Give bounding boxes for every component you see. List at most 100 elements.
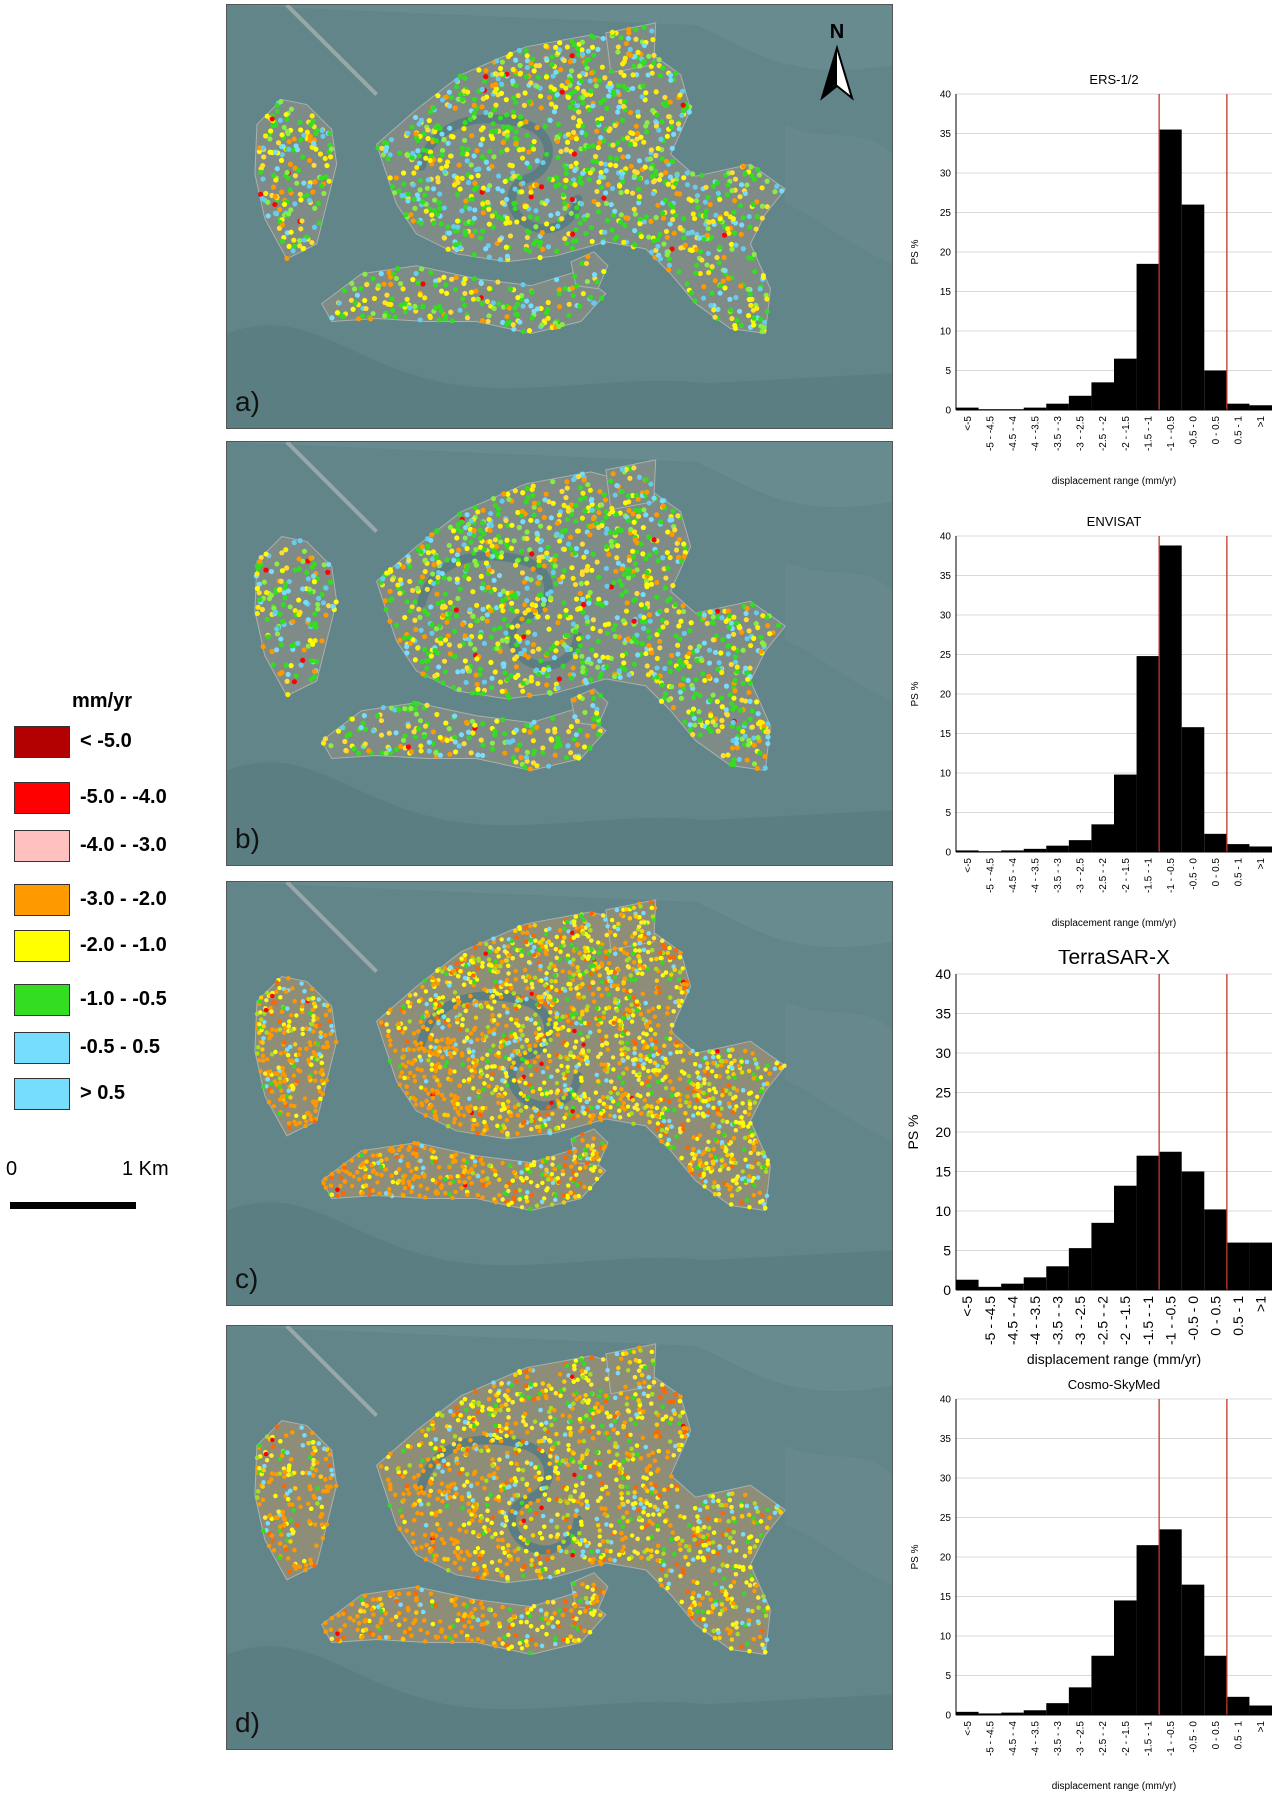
chart-title: ENVISAT [1087,514,1142,529]
histogram-bar [1227,844,1250,852]
x-tick-label: -4.5 - -4 [1008,416,1019,451]
histogram-bar [1137,1545,1160,1715]
histogram-bar [1046,1266,1069,1290]
x-tick-label: -1.5 - -1 [1143,416,1154,451]
histogram-bar [1137,656,1160,852]
y-tick-label: 15 [940,1592,952,1603]
north-label: N [830,21,844,43]
x-tick-label: -5 - -4.5 [985,858,996,893]
x-tick-label: -3 - -2.5 [1076,858,1087,893]
x-tick-label: -5 - -4.5 [982,1296,998,1345]
y-tick-label: 10 [940,1632,952,1643]
legend-swatch [14,1032,70,1064]
panel-label-c: c) [235,1263,258,1295]
legend-label: -0.5 - 0.5 [80,1036,160,1059]
map-venice-d [227,1326,892,1749]
histogram-bar [1091,382,1114,410]
y-tick-label: 0 [945,848,951,859]
histogram-bar [956,1280,979,1290]
histogram-bar [1046,1703,1069,1715]
y-tick-label: 5 [945,366,951,377]
x-tick-label: -2.5 - -2 [1095,1296,1111,1345]
x-axis-label: displacement range (mm/yr) [1027,1351,1201,1367]
x-tick-label: -3 - -2.5 [1076,416,1087,451]
map-panel-c: c) [226,881,893,1306]
histogram-bar [1159,1529,1182,1715]
histogram-bar [1114,775,1137,852]
histogram-bar [1182,205,1205,410]
histogram-bar [1204,1209,1227,1290]
y-axis-label: PS % [905,1114,921,1149]
scale-distance-label: 1 Km [122,1158,169,1181]
histogram-bar [1137,264,1160,410]
y-tick-label: 30 [935,1045,951,1061]
panel-label-a: a) [235,386,260,418]
histogram-bar [1204,834,1227,852]
x-tick-label: -4 - -3.5 [1031,1721,1042,1756]
legend-item: -5.0 - -4.0 [14,782,214,816]
y-tick-label: 40 [940,90,952,101]
y-tick-label: 0 [945,1711,951,1722]
histogram-bar [1159,130,1182,410]
histogram-bar [1227,1243,1250,1290]
histogram-bar [1091,824,1114,852]
y-tick-label: 5 [943,1242,951,1258]
north-arrow: N [812,16,862,106]
y-tick-label: 10 [940,769,952,780]
x-tick-label: -5 - -4.5 [985,416,996,451]
histogram-bar [1204,371,1227,411]
x-tick-label: >1 [1256,1721,1267,1733]
legend-label: -4.0 - -3.0 [80,834,167,857]
histogram-bar [1001,1284,1024,1290]
x-tick-label: -3 - -2.5 [1072,1296,1088,1345]
x-tick-label: <-5 [959,1296,975,1317]
y-tick-label: 25 [940,208,952,219]
histogram-bar [1024,1710,1047,1715]
legend-swatch [14,1078,70,1110]
y-tick-label: 5 [945,1671,951,1682]
map-venice-b [227,442,892,865]
legend-title: mm/yr [72,690,132,713]
histogram-bar [1159,545,1182,852]
x-tick-label: -1 - -0.5 [1166,1721,1177,1756]
x-tick-label: 0 - 0.5 [1211,1721,1222,1750]
histogram-bar [1024,1277,1047,1290]
x-tick-label: -4.5 - -4 [1004,1296,1020,1345]
x-tick-label: -2.5 - -2 [1098,416,1109,451]
map-panel-a: a) [226,4,893,429]
histogram-bar [1159,1152,1182,1290]
x-tick-label: -0.5 - 0 [1185,1296,1201,1341]
legend-item: -4.0 - -3.0 [14,830,214,864]
x-tick-label: -3.5 - -3 [1049,1296,1065,1345]
y-tick-label: 20 [940,690,952,701]
histogram-bar [1204,1656,1227,1715]
x-tick-label: 0.5 - 1 [1230,1296,1246,1336]
y-tick-label: 30 [940,611,952,622]
map-panel-d: d) [226,1325,893,1750]
y-tick-label: 10 [940,327,952,338]
y-tick-label: 35 [940,1434,952,1445]
chart-title: Cosmo-SkyMed [1068,1377,1160,1392]
histogram-bar [1249,1706,1272,1715]
legend-label: -5.0 - -4.0 [80,786,167,809]
legend-swatch [14,884,70,916]
scale-zero-label: 0 [6,1158,17,1181]
y-axis-label: PS % [910,1544,921,1569]
y-tick-label: 35 [940,571,952,582]
x-tick-label: -2 - -1.5 [1121,1721,1132,1756]
legend-item: > 0.5 [14,1078,214,1112]
x-tick-label: -4.5 - -4 [1008,858,1019,893]
legend-swatch [14,830,70,862]
legend-label: > 0.5 [80,1082,125,1105]
x-tick-label: -3.5 - -3 [1053,1721,1064,1756]
x-axis-label: displacement range (mm/yr) [1052,476,1176,487]
map-panel-b: b) [226,441,893,866]
x-tick-label: -1.5 - -1 [1143,1721,1154,1756]
x-tick-label: -1.5 - -1 [1140,1296,1156,1345]
